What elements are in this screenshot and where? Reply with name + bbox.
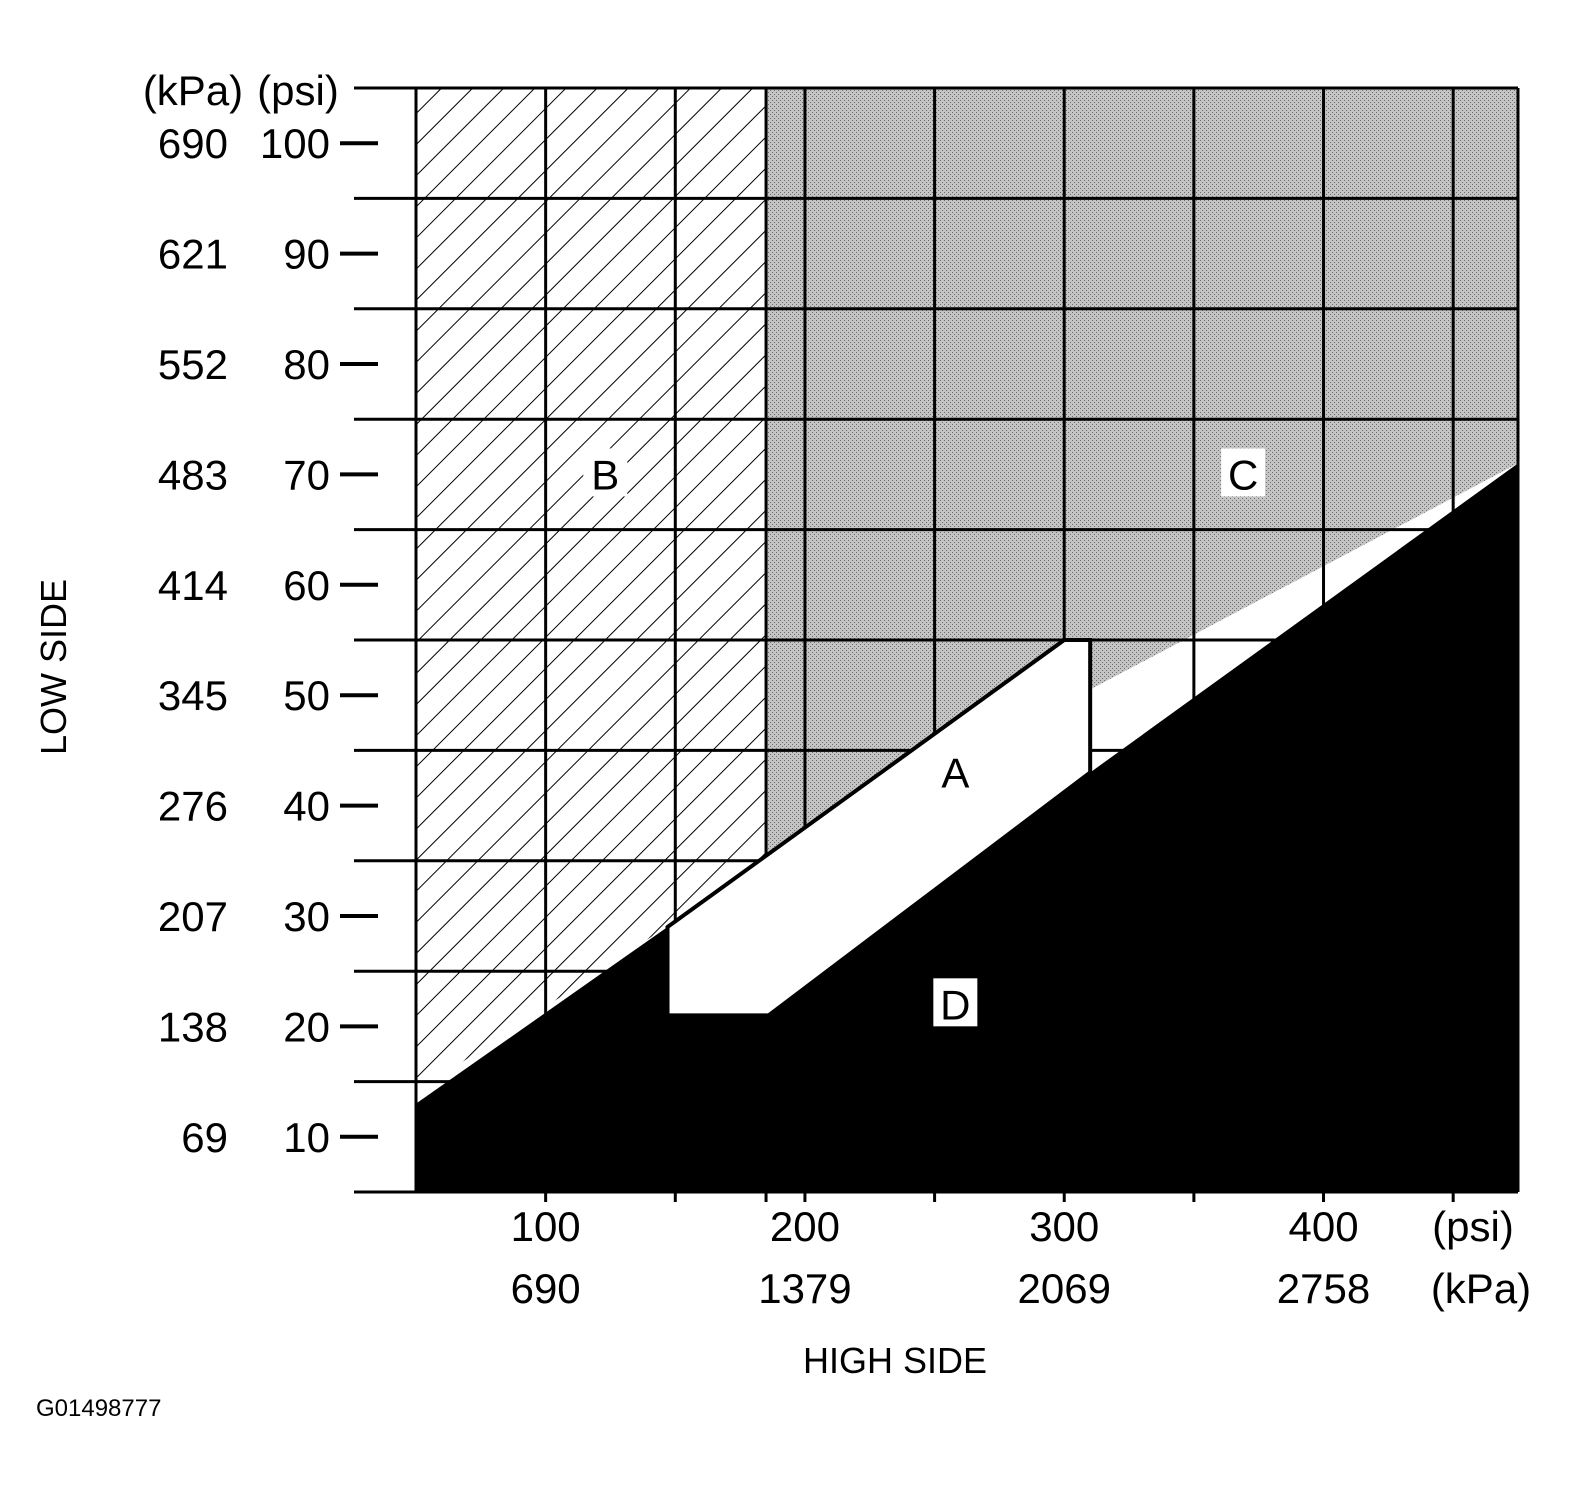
region-d: [416, 463, 1518, 1192]
y-tick-label-psi: 90: [283, 231, 330, 278]
y-tick-label-psi: 10: [283, 1114, 330, 1161]
y-tick-label-kpa: 483: [158, 451, 228, 498]
y-tick-label-psi: 50: [283, 672, 330, 719]
x-tick-label-psi: 200: [770, 1203, 840, 1250]
y-tick-label-psi: 40: [283, 783, 330, 830]
figure-id: G01498777: [36, 1395, 161, 1422]
region-a-layer: [665, 638, 1093, 1018]
y-tick-label-psi: 20: [283, 1003, 330, 1050]
y-tick-label-kpa: 69: [181, 1114, 228, 1161]
region-label-a: A: [941, 749, 969, 796]
x-axis-title: HIGH SIDE: [803, 1340, 987, 1381]
region-label-box-d: [933, 978, 978, 1027]
region-b: [416, 88, 767, 1093]
region-label-d: D: [940, 981, 970, 1028]
x-tick-label-kpa: 2069: [1018, 1265, 1111, 1312]
region-label-c: C: [1228, 451, 1258, 498]
y-tick-label-psi: 100: [260, 120, 330, 167]
grid-layer: [354, 86, 1520, 1194]
y-tick-label-psi: 70: [283, 451, 330, 498]
region-label-box-c: [1221, 448, 1266, 497]
region-c: [766, 88, 1518, 861]
y-tick-label-kpa: 690: [158, 120, 228, 167]
x-tick-label-psi: 300: [1029, 1203, 1099, 1250]
y-tick-label-kpa: 276: [158, 783, 228, 830]
x-tick-label-psi: 100: [511, 1203, 581, 1250]
y-tick-label-kpa: 138: [158, 1003, 228, 1050]
axis-layer: 100 690 90 621 80 552 70 483 60 414 50 345 40 276 30 20…: [158, 120, 1455, 1312]
x-tick-label-psi: 400: [1288, 1203, 1358, 1250]
region-label-box-b: [583, 448, 628, 497]
regions-layer: [416, 88, 1518, 1192]
x-unit-kpa-label: (kPa): [1431, 1265, 1531, 1312]
x-tick-label-kpa: 2758: [1277, 1265, 1370, 1312]
y-tick-label-kpa: 552: [158, 341, 228, 388]
y-tick-label-kpa: 414: [158, 562, 228, 609]
y-tick-label-kpa: 621: [158, 231, 228, 278]
y-tick-label-kpa: 207: [158, 893, 228, 940]
y-unit-kpa-header: (kPa): [143, 67, 243, 114]
region-label-b: B: [591, 451, 619, 498]
x-unit-psi-label: (psi): [1432, 1203, 1514, 1250]
labels-layer: A B C D: [583, 448, 1266, 1028]
x-tick-label-kpa: 690: [511, 1265, 581, 1312]
region-a: [665, 638, 1093, 1018]
x-tick-label-kpa: 1379: [758, 1265, 851, 1312]
y-tick-label-psi: 80: [283, 341, 330, 388]
y-tick-label-psi: 60: [283, 562, 330, 609]
y-tick-label-psi: 30: [283, 893, 330, 940]
y-unit-psi-header: (psi): [257, 67, 339, 114]
y-tick-label-kpa: 345: [158, 672, 228, 719]
y-axis-title: LOW SIDE: [33, 579, 74, 755]
